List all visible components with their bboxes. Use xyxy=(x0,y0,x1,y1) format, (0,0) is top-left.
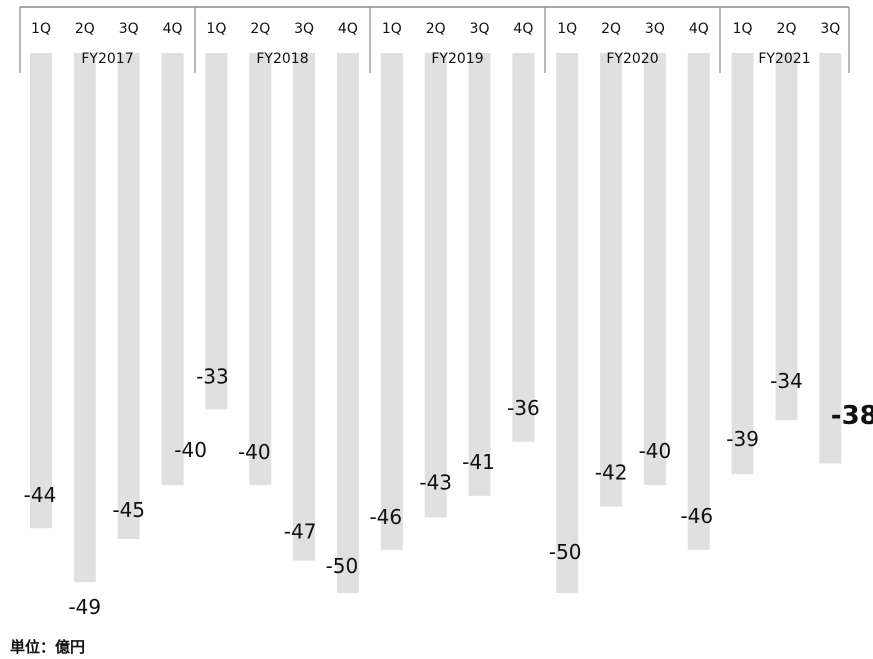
value-label: -39 xyxy=(726,427,759,451)
quarter-tick-label: 4Q xyxy=(513,21,533,37)
quarter-tick-label: 4Q xyxy=(338,21,358,37)
value-label: -40 xyxy=(639,439,672,463)
data-labels: -44 -49 -45 -40 -33 -40 -47 -50 -46 -43 -41 -36 -50 -… xyxy=(24,364,873,619)
quarter-tick-label: 4Q xyxy=(163,21,183,37)
fiscal-year-label: FY2018 xyxy=(256,51,308,67)
quarter-tick-label: 2Q xyxy=(75,21,95,37)
bars xyxy=(30,53,842,593)
fiscal-year-label: FY2021 xyxy=(758,51,810,67)
quarter-tick-label: 3Q xyxy=(119,21,139,37)
fiscal-year-label: FY2017 xyxy=(81,51,133,67)
value-label: -40 xyxy=(174,438,207,462)
bar-fy2018-3q xyxy=(293,53,316,561)
bar-fy2019-2q xyxy=(424,53,447,518)
fiscal-year-label: FY2020 xyxy=(606,51,658,67)
quarter-tick-label: 3Q xyxy=(820,21,840,37)
bar-fy2020-4q xyxy=(687,53,710,550)
value-label: -46 xyxy=(680,504,713,528)
quarter-tick-label: 1Q xyxy=(557,21,577,37)
value-label: -41 xyxy=(462,450,495,474)
value-label: -34 xyxy=(770,369,803,393)
quarter-tick-label: 2Q xyxy=(601,21,621,37)
tick-labels: 1Q 2Q 3Q 4Q FY2017 1Q 2Q 3Q 4Q FY2018 1Q 2Q 3Q 4Q FY20… xyxy=(31,21,840,67)
value-label: -47 xyxy=(284,520,317,544)
highlighted-value-label: -38 xyxy=(831,401,873,431)
quarter-tick-label: 1Q xyxy=(206,21,226,37)
fiscal-year-label: FY2019 xyxy=(431,51,483,67)
value-label: -40 xyxy=(238,440,271,464)
quarter-tick-label: 3Q xyxy=(470,21,490,37)
value-label: -50 xyxy=(326,554,359,578)
value-label: -36 xyxy=(507,396,540,420)
quarter-tick-label: 1Q xyxy=(31,21,51,37)
value-label: -42 xyxy=(595,461,628,485)
bar-fy2021-2q xyxy=(775,53,798,421)
unit-note: 単位：億円 xyxy=(10,638,86,656)
bar-fy2018-1q xyxy=(205,53,228,410)
bar-fy2017-2q xyxy=(73,53,96,583)
value-label: -43 xyxy=(419,470,452,494)
quarter-tick-label: 1Q xyxy=(733,21,753,37)
value-label: -46 xyxy=(369,505,402,529)
bar-fy2017-1q xyxy=(30,53,52,529)
bar-fy2018-4q xyxy=(336,53,359,593)
value-label: -33 xyxy=(196,364,229,388)
bar-fy2021-1q xyxy=(731,53,754,475)
quarter-tick-label: 2Q xyxy=(250,21,270,37)
quarter-tick-label: 2Q xyxy=(426,21,446,37)
quarter-tick-label: 3Q xyxy=(645,21,665,37)
value-label: -50 xyxy=(549,540,582,564)
value-label: -49 xyxy=(68,595,101,619)
value-label: -45 xyxy=(112,498,145,522)
bar-fy2019-3q xyxy=(468,53,491,496)
bar-fy2020-1q xyxy=(556,53,579,593)
bar-fy2017-4q xyxy=(161,53,184,485)
bar-fy2018-2q xyxy=(249,53,272,485)
quarter-tick-label: 2Q xyxy=(777,21,797,37)
bar-fy2020-2q xyxy=(600,53,623,507)
quarter-tick-label: 4Q xyxy=(689,21,709,37)
bar-fy2017-3q xyxy=(117,53,140,539)
quarter-tick-label: 1Q xyxy=(382,21,402,37)
bar-fy2019-1q xyxy=(380,53,403,550)
quarter-tick-label: 3Q xyxy=(294,21,314,37)
bar-fy2019-4q xyxy=(512,53,535,442)
value-label: -44 xyxy=(24,483,57,507)
bar-fy2021-3q xyxy=(819,53,842,464)
bar-fy2020-3q xyxy=(643,53,666,485)
